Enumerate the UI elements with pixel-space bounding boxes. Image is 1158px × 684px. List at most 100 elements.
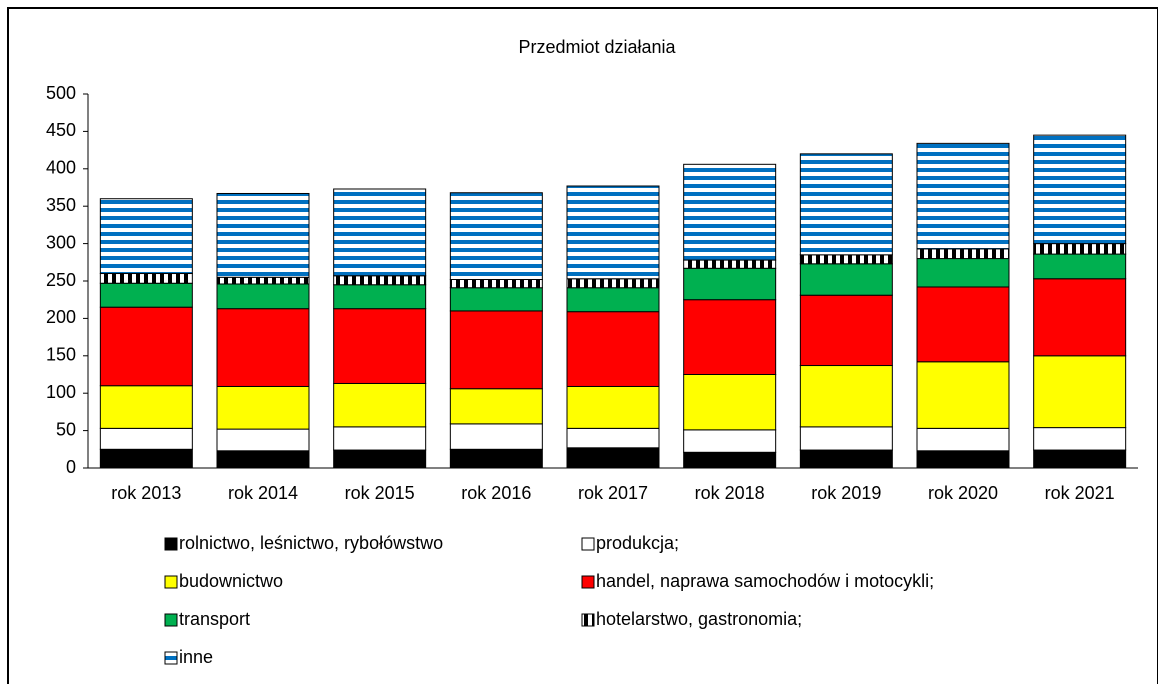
x-tick-label: rok 2019 xyxy=(811,483,881,503)
bar-segment xyxy=(916,248,1010,260)
bar-segment xyxy=(99,427,193,450)
bar-segment xyxy=(799,365,893,428)
bar-segment xyxy=(1033,243,1127,255)
bar-segment xyxy=(916,142,1010,250)
bar-segment xyxy=(1033,449,1127,469)
x-tick-label: rok 2015 xyxy=(345,483,415,503)
bar-segment xyxy=(566,311,660,387)
legend-label: hotelarstwo, gastronomia; xyxy=(596,609,802,629)
bar-segment xyxy=(566,287,660,313)
legend-marker xyxy=(581,613,595,627)
bar-segment xyxy=(449,423,543,450)
bar-segment xyxy=(333,284,427,310)
bar-segment xyxy=(566,185,660,280)
bar-segment xyxy=(216,283,310,310)
bar-segment xyxy=(99,385,193,429)
bar-segment xyxy=(99,306,193,387)
bar-segment xyxy=(449,448,543,469)
bar-segment xyxy=(333,382,427,428)
bar-segment xyxy=(333,308,427,384)
y-tick-label: 100 xyxy=(46,382,76,402)
bar-segment xyxy=(99,448,193,469)
bar-segment xyxy=(333,449,427,469)
bar-segment xyxy=(216,385,310,430)
bar-segment xyxy=(916,361,1010,429)
legend-marker xyxy=(164,613,178,627)
legend-label: handel, naprawa samochodów i motocykli; xyxy=(596,571,934,591)
bar-segment xyxy=(216,428,310,452)
bar-segment xyxy=(566,385,660,429)
bar-segment xyxy=(799,254,893,265)
bar-segment xyxy=(1033,355,1127,429)
bar-segment xyxy=(683,429,777,453)
bar-segment xyxy=(566,447,660,469)
y-tick-label: 250 xyxy=(46,270,76,290)
bar-segment xyxy=(216,276,310,285)
y-tick-label: 350 xyxy=(46,195,76,215)
bar-segment xyxy=(916,258,1010,288)
x-tick-label: rok 2017 xyxy=(578,483,648,503)
bar-segment xyxy=(916,450,1010,469)
x-tick-label: rok 2021 xyxy=(1045,483,1115,503)
y-tick-label: 150 xyxy=(46,345,76,365)
bar-segment xyxy=(216,450,310,469)
bar-segment xyxy=(99,282,193,308)
bar-segment xyxy=(449,192,543,281)
bar-segment xyxy=(683,451,777,469)
bar-segment xyxy=(333,188,427,277)
x-tick-label: rok 2018 xyxy=(695,483,765,503)
bar-segment xyxy=(799,294,893,367)
legend-label: inne xyxy=(179,647,213,667)
legend-label: rolnictwo, leśnictwo, rybołówstwo xyxy=(179,533,443,553)
bar-segment xyxy=(799,263,893,296)
x-tick-label: rok 2020 xyxy=(928,483,998,503)
legend-marker xyxy=(581,575,595,589)
legend-marker xyxy=(164,651,178,665)
bar-segment xyxy=(99,273,193,284)
bar-segment xyxy=(683,374,777,431)
bar-segment xyxy=(799,449,893,469)
bar-segment xyxy=(566,278,660,289)
legend-marker xyxy=(581,537,595,551)
bar-segment xyxy=(333,275,427,286)
bar-segment xyxy=(449,310,543,390)
bar-segment xyxy=(216,308,310,387)
bar-segment xyxy=(799,153,893,256)
legend-label: budownictwo xyxy=(179,571,283,591)
bar-segment xyxy=(916,427,1010,452)
bar-segment xyxy=(799,426,893,451)
legend-label: transport xyxy=(179,609,250,629)
bar-segment xyxy=(1033,253,1127,280)
y-tick-label: 450 xyxy=(46,120,76,140)
y-tick-label: 500 xyxy=(46,83,76,103)
bar-segment xyxy=(683,267,777,301)
x-tick-label: rok 2014 xyxy=(228,483,298,503)
bar-segment xyxy=(683,299,777,376)
chart-title: Przedmiot działania xyxy=(518,37,676,57)
bar-segment xyxy=(99,198,193,275)
bar-segment xyxy=(333,426,427,451)
bar-segment xyxy=(216,192,310,278)
y-tick-label: 400 xyxy=(46,158,76,178)
x-tick-label: rok 2016 xyxy=(461,483,531,503)
bar-segment xyxy=(566,427,660,449)
legend-label: produkcja; xyxy=(596,533,679,553)
y-tick-label: 0 xyxy=(66,457,76,477)
y-tick-label: 200 xyxy=(46,307,76,327)
bar-segment xyxy=(449,279,543,289)
legend-marker xyxy=(164,575,178,589)
bar-segment xyxy=(683,163,777,261)
y-tick-label: 300 xyxy=(46,232,76,252)
x-tick-label: rok 2013 xyxy=(111,483,181,503)
bar-segment xyxy=(1033,427,1127,451)
bar-segment xyxy=(449,287,543,312)
legend-marker xyxy=(164,537,178,551)
y-tick-label: 50 xyxy=(56,419,76,439)
bar-segment xyxy=(449,388,543,425)
bar-segment xyxy=(683,259,777,269)
bar-segment xyxy=(1033,134,1127,245)
bar-segment xyxy=(916,286,1010,363)
frame xyxy=(7,7,1158,684)
bar-segment xyxy=(1033,278,1127,357)
